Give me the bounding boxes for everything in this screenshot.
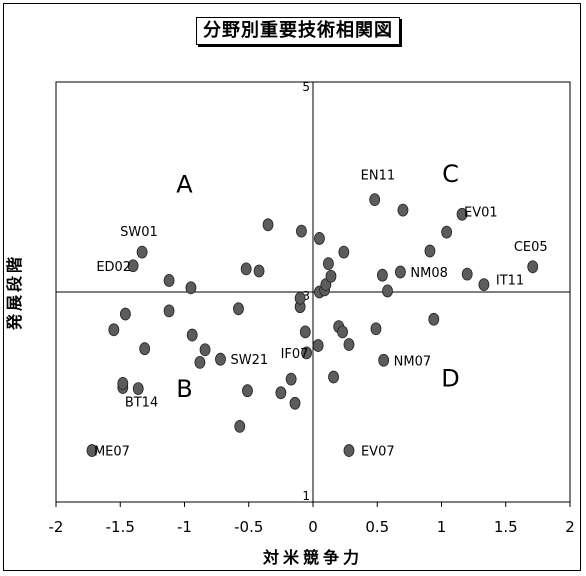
data-point xyxy=(185,281,197,295)
x-tick-label: 0 xyxy=(308,518,318,536)
data-point xyxy=(117,376,129,390)
x-axis-title: 対米競争力 xyxy=(262,548,363,567)
point-label: BT14 xyxy=(125,396,158,411)
data-point xyxy=(108,323,120,337)
quadrant-label: B xyxy=(176,375,192,403)
data-point xyxy=(382,284,393,298)
point-label: IF07 xyxy=(281,347,309,362)
data-point xyxy=(86,444,98,457)
data-point xyxy=(296,224,307,238)
data-point xyxy=(343,444,355,457)
y-tick-label: 1 xyxy=(302,489,310,503)
chart-title: 分野別重要技術相関図 xyxy=(196,17,400,45)
data-point xyxy=(186,328,198,342)
data-point xyxy=(285,372,297,386)
data-point xyxy=(163,274,175,287)
data-point xyxy=(234,419,246,433)
data-point xyxy=(199,343,211,357)
x-axis-ticks: -2 -1.5 -1 -0.5 0 0.5 1 1.5 2 xyxy=(49,502,575,536)
point-label: SW01 xyxy=(120,225,158,240)
data-point xyxy=(337,325,348,339)
quadrant-label: D xyxy=(441,365,459,393)
data-point xyxy=(441,225,453,239)
data-point xyxy=(233,302,244,316)
y-tick-label: 3 xyxy=(302,289,310,303)
data-point xyxy=(369,193,381,207)
data-point xyxy=(136,245,148,259)
x-tick-label: -2 xyxy=(49,518,64,536)
data-point xyxy=(163,304,175,318)
data-point xyxy=(378,353,390,367)
point-label: SW21 xyxy=(230,353,268,368)
point-label: EV07 xyxy=(361,445,395,460)
point-label: NM07 xyxy=(394,354,431,369)
point-label: EN11 xyxy=(361,169,395,184)
y-axis-ticks: 5 3 1 xyxy=(56,80,310,503)
data-point xyxy=(119,307,131,321)
data-point xyxy=(240,262,252,276)
data-point xyxy=(338,245,350,259)
data-point xyxy=(294,291,306,305)
data-point xyxy=(314,232,325,245)
data-point xyxy=(262,218,274,232)
data-point xyxy=(215,352,226,366)
data-point xyxy=(301,346,312,360)
data-point xyxy=(370,322,382,336)
x-tick-label: 1 xyxy=(437,518,447,536)
data-point xyxy=(323,257,334,271)
data-point xyxy=(478,278,490,292)
quadrant-label: A xyxy=(176,170,193,198)
data-point xyxy=(139,342,151,356)
data-point xyxy=(343,338,355,351)
point-label: ED02 xyxy=(96,260,131,275)
data-point xyxy=(127,259,139,273)
data-point xyxy=(299,325,311,339)
data-point xyxy=(242,384,253,398)
data-point xyxy=(461,267,473,281)
data-point xyxy=(376,268,388,282)
point-label: NM08 xyxy=(410,266,447,281)
x-tick-label: -1.5 xyxy=(106,518,135,536)
data-point xyxy=(275,386,287,400)
point-label: CE05 xyxy=(514,240,548,255)
data-points xyxy=(86,193,539,457)
data-point xyxy=(312,339,324,352)
y-tick-label: 5 xyxy=(302,80,310,94)
point-label: ME07 xyxy=(94,445,130,460)
x-tick-label: 1.5 xyxy=(494,518,518,536)
data-point xyxy=(456,207,468,221)
data-point xyxy=(289,396,301,410)
x-tick-label: 2 xyxy=(565,518,575,536)
point-label: EV01 xyxy=(464,205,498,220)
data-point xyxy=(397,203,409,217)
quadrant-label: C xyxy=(442,160,459,188)
data-point xyxy=(424,244,436,258)
data-point xyxy=(328,370,339,384)
data-point xyxy=(428,312,440,326)
point-label: IT11 xyxy=(496,274,524,289)
x-tick-label: -1 xyxy=(177,518,192,536)
data-point xyxy=(394,265,406,279)
point-labels: ME07 BT14 ED02 SW01 SW21 IF07 EV07 EN11 NM07 NM08… xyxy=(94,169,548,460)
x-tick-label: 0.5 xyxy=(365,518,389,536)
y-axis-title: 発展段階 xyxy=(5,254,24,331)
x-tick-label: -0.5 xyxy=(234,518,263,536)
data-point xyxy=(194,355,206,369)
quadrant-labels: A B C D xyxy=(176,160,459,403)
data-point xyxy=(253,264,265,278)
data-point xyxy=(527,260,539,274)
data-point xyxy=(132,382,144,396)
data-point xyxy=(325,269,337,283)
